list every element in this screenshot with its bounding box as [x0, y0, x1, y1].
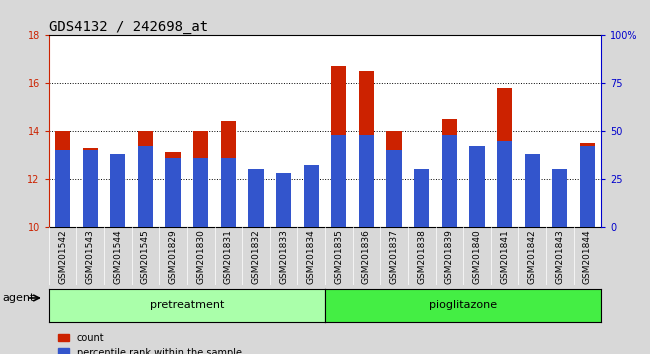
Bar: [469, 146, 484, 227]
Bar: [166, 158, 181, 227]
Bar: [166, 153, 181, 227]
Text: GSM201542: GSM201542: [58, 229, 67, 284]
Bar: [414, 202, 429, 227]
Text: GSM201844: GSM201844: [583, 229, 592, 284]
Text: pretreatment: pretreatment: [150, 300, 224, 310]
Bar: [111, 154, 125, 227]
Text: agent: agent: [3, 293, 35, 303]
Text: GSM201833: GSM201833: [279, 229, 288, 284]
Text: GSM201839: GSM201839: [445, 229, 454, 284]
Bar: [111, 169, 125, 227]
Bar: [248, 191, 263, 227]
Bar: [580, 146, 595, 227]
Text: GDS4132 / 242698_at: GDS4132 / 242698_at: [49, 21, 208, 34]
Text: GSM201841: GSM201841: [500, 229, 509, 284]
Bar: [525, 154, 540, 227]
Text: GSM201835: GSM201835: [334, 229, 343, 284]
Bar: [276, 173, 291, 227]
Text: GSM201543: GSM201543: [86, 229, 95, 284]
Text: GSM201842: GSM201842: [528, 229, 537, 284]
Bar: [497, 141, 512, 227]
Bar: [552, 169, 567, 227]
Bar: [469, 174, 484, 227]
Bar: [193, 158, 208, 227]
Bar: [359, 71, 374, 227]
Bar: [442, 135, 457, 227]
Bar: [55, 131, 70, 227]
Bar: [552, 188, 567, 227]
Text: GSM201834: GSM201834: [307, 229, 316, 284]
Bar: [138, 131, 153, 227]
Text: GSM201843: GSM201843: [555, 229, 564, 284]
Text: GSM201840: GSM201840: [473, 229, 482, 284]
Bar: [221, 158, 236, 227]
Legend: count, percentile rank within the sample: count, percentile rank within the sample: [53, 329, 246, 354]
Text: GSM201545: GSM201545: [141, 229, 150, 284]
Text: GSM201838: GSM201838: [417, 229, 426, 284]
Bar: [248, 169, 263, 227]
Bar: [387, 131, 402, 227]
Bar: [138, 146, 153, 227]
Bar: [276, 191, 291, 227]
Bar: [359, 135, 374, 227]
Bar: [442, 119, 457, 227]
Bar: [55, 150, 70, 227]
Text: GSM201830: GSM201830: [196, 229, 205, 284]
Bar: [304, 169, 318, 227]
Bar: [332, 67, 346, 227]
Bar: [414, 169, 429, 227]
Bar: [83, 150, 98, 227]
Bar: [387, 150, 402, 227]
Text: GSM201829: GSM201829: [168, 229, 177, 284]
Bar: [221, 121, 236, 227]
Bar: [332, 135, 346, 227]
Text: GSM201837: GSM201837: [389, 229, 398, 284]
Text: GSM201836: GSM201836: [362, 229, 371, 284]
Bar: [304, 165, 318, 227]
Bar: [580, 143, 595, 227]
Bar: [525, 164, 540, 227]
Bar: [193, 131, 208, 227]
Text: GSM201544: GSM201544: [113, 229, 122, 284]
Text: pioglitazone: pioglitazone: [429, 300, 497, 310]
Text: GSM201831: GSM201831: [224, 229, 233, 284]
Bar: [497, 88, 512, 227]
Text: GSM201832: GSM201832: [252, 229, 261, 284]
Bar: [83, 148, 98, 227]
